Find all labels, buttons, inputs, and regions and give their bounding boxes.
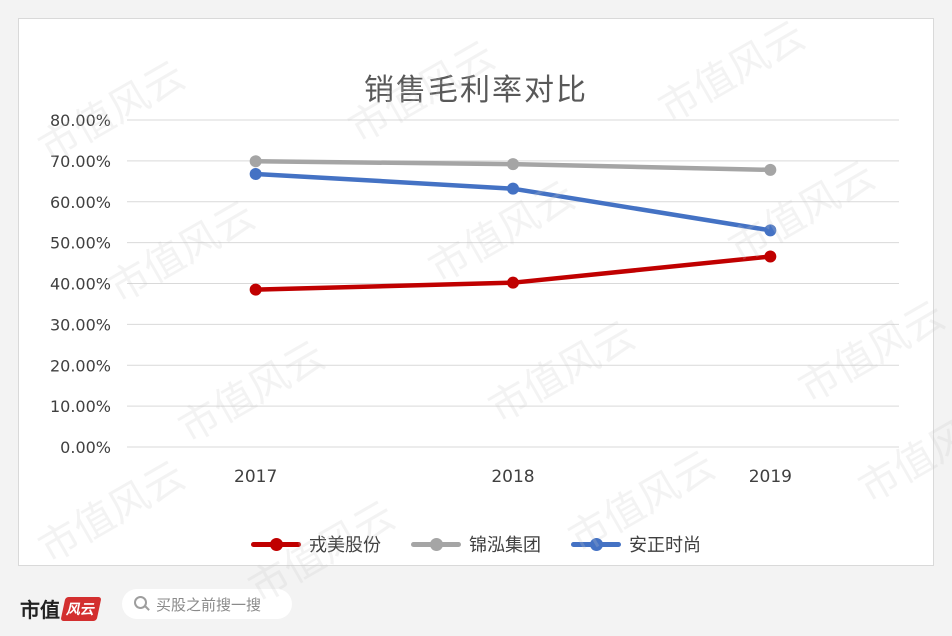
y-tick-label: 30.00% [50, 315, 111, 334]
y-tick-label: 0.00% [60, 438, 111, 457]
legend-label: 锦泓集团 [469, 535, 541, 556]
line-chart: 80.00% 70.00% 60.00% 50.00% 40.00% 30.00% 20.0… [50, 111, 899, 487]
data-point [764, 250, 777, 263]
x-tick-label: 2018 [491, 467, 534, 487]
x-tick-label: 2019 [749, 467, 792, 487]
brand-logo[interactable]: 市值 风云 [20, 594, 102, 623]
data-point [764, 224, 777, 237]
data-point [507, 182, 519, 195]
search-box[interactable]: 买股之前搜一搜 [122, 589, 292, 619]
data-point [249, 283, 262, 296]
search-icon [134, 596, 150, 612]
legend-swatch [251, 537, 301, 551]
legend-swatch [571, 537, 621, 551]
legend-item: 戎美股份 [251, 531, 381, 557]
y-tick-label: 80.00% [50, 111, 111, 130]
chart-legend: 戎美股份 锦泓集团 安正时尚 [19, 531, 933, 557]
y-tick-label: 40.00% [50, 275, 111, 294]
legend-marker [270, 537, 283, 551]
y-tick-label: 60.00% [50, 193, 111, 212]
data-point [507, 158, 519, 171]
brand-badge: 风云 [60, 596, 102, 621]
data-point [764, 163, 777, 176]
legend-marker [430, 537, 443, 551]
y-tick-label: 20.00% [50, 356, 111, 375]
legend-item: 锦泓集团 [411, 531, 541, 557]
brand-name: 市值 [20, 598, 60, 622]
data-point [249, 155, 262, 168]
footer-bar: 市值 风云 买股之前搜一搜 [0, 580, 952, 636]
legend-item: 安正时尚 [571, 531, 701, 557]
y-tick-label: 70.00% [50, 152, 111, 171]
x-tick-label: 2017 [234, 467, 277, 487]
legend-swatch [411, 537, 461, 551]
search-placeholder: 买股之前搜一搜 [156, 595, 262, 614]
legend-label: 安正时尚 [629, 535, 701, 556]
y-tick-label: 50.00% [50, 234, 111, 253]
legend-label: 戎美股份 [309, 535, 381, 556]
y-tick-label: 10.00% [50, 397, 111, 416]
chart-card: 销售毛利率对比 80.00% 70.00% 60.00% 50.00% 40.00% 30… [18, 18, 934, 566]
data-point [507, 276, 519, 289]
legend-marker [590, 537, 603, 551]
chart-title: 销售毛利率对比 [364, 73, 588, 108]
data-point [249, 167, 262, 180]
